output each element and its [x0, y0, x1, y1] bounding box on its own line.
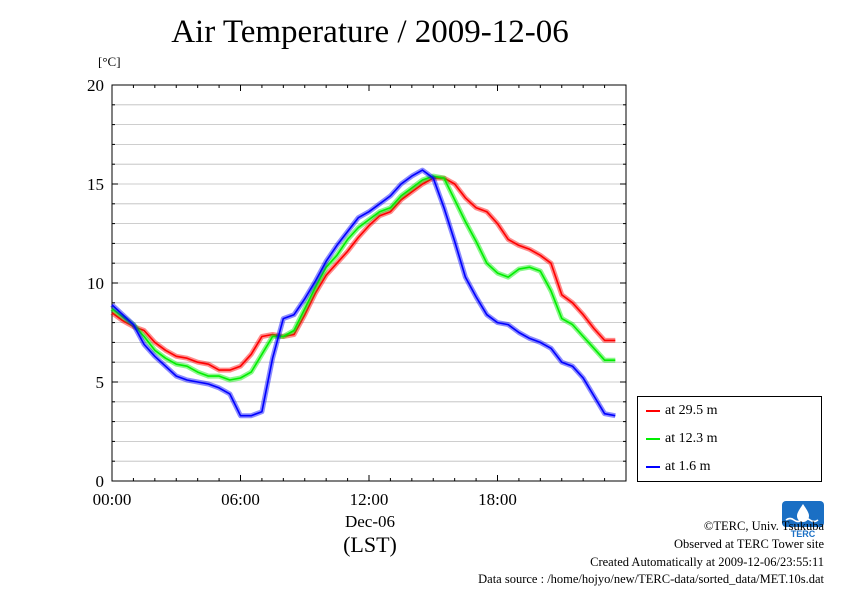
series-line — [111, 177, 616, 371]
chart-title: Air Temperature / 2009-12-06 — [171, 14, 569, 50]
series-line — [111, 169, 616, 417]
x-tick-label: 06:00 — [221, 490, 260, 509]
y-tick-label: 20 — [87, 76, 104, 95]
legend-label-29-5m: at 29.5 m — [665, 403, 718, 418]
series-halo — [110, 167, 616, 419]
legend-item-1-6m: at 1.6 m — [646, 459, 711, 475]
x-axis-date-label: Dec-06 — [344, 512, 396, 531]
logo-text: TERC — [791, 529, 816, 539]
legend-item-12-3m: at 12.3 m — [646, 431, 718, 447]
legend-label-1-6m: at 1.6 m — [665, 459, 711, 474]
legend-swatch-1-6m — [646, 466, 660, 468]
credit-copyright: ©TERC, Univ. Tsukuba — [703, 519, 824, 533]
legend-swatch-12-3m — [646, 438, 660, 440]
credit-site: Observed at TERC Tower site — [673, 537, 824, 551]
legend-item-29-5m: at 29.5 m — [646, 403, 718, 419]
y-tick-label: 15 — [87, 175, 104, 194]
legend-label-12-3m: at 12.3 m — [665, 431, 718, 446]
terc-logo-icon: TERC — [782, 501, 824, 539]
legend-swatch-29-5m — [646, 410, 660, 412]
y-tick-label: 0 — [96, 472, 105, 491]
credit-data-source: Data source : /home/hojyo/new/TERC-data/… — [478, 572, 824, 586]
x-tick-label: 12:00 — [350, 490, 389, 509]
series-halo — [110, 173, 616, 383]
x-tick-label: 18:00 — [478, 490, 517, 509]
x-axis-unit-label: (LST) — [343, 532, 397, 557]
credit-created: Created Automatically at 2009-12-06/23:5… — [590, 555, 824, 569]
x-tick-label: 00:00 — [93, 490, 132, 509]
y-tick-label: 10 — [87, 274, 104, 293]
series-line — [111, 175, 616, 381]
chart-legend: at 29.5 m at 12.3 m at 1.6 m — [637, 396, 822, 482]
y-axis-unit: [°C] — [98, 54, 121, 69]
y-tick-label: 5 — [96, 373, 105, 392]
